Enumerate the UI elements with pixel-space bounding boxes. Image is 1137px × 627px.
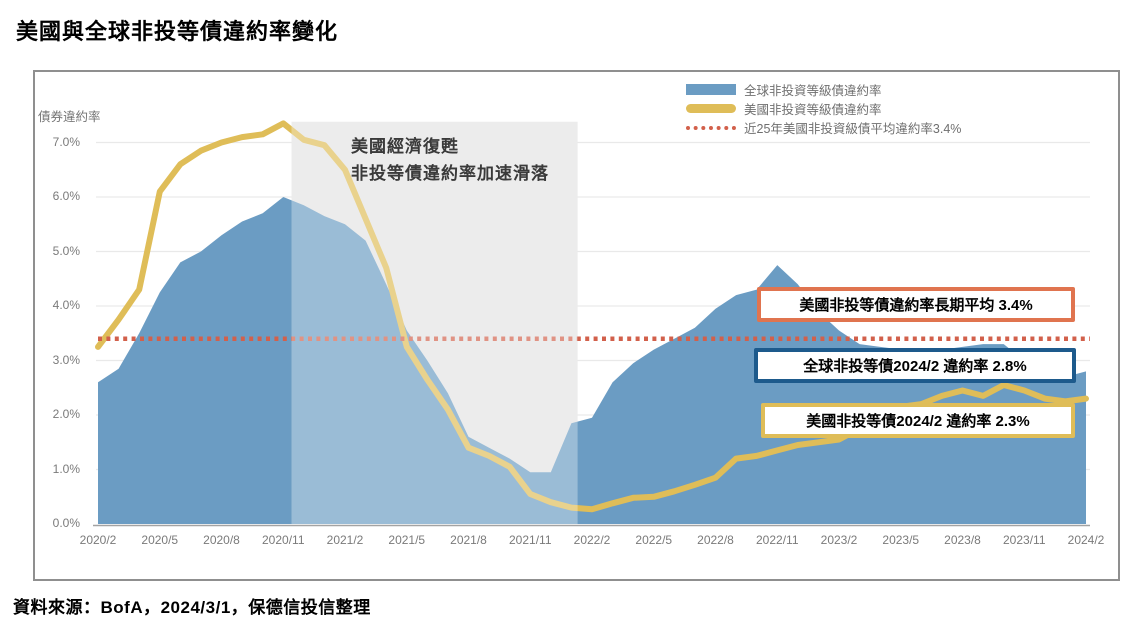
page-title: 美國與全球非投等債違約率變化: [16, 19, 339, 44]
y-tick-label: 1.0%: [52, 461, 80, 476]
legend: 全球非投資等級債違約率 美國非投資等級債違約率 近25年美國非投資級債平均違約率…: [686, 80, 961, 137]
annotation-line1: 美國經濟復甦: [351, 137, 459, 156]
y-tick-label: 7.0%: [52, 134, 80, 149]
callout-us-latest: 美國非投等債2024/2 違約率 2.3%: [761, 403, 1075, 438]
callout-longterm-average-text: 美國非投等債違約率長期平均 3.4%: [799, 297, 1033, 314]
y-tick-label: 4.0%: [52, 298, 80, 312]
x-tick-label: 2020/8: [203, 533, 240, 547]
legend-item-us: 美國非投資等級債違約率: [686, 99, 961, 118]
x-tick-label: 2023/11: [1003, 533, 1046, 547]
callout-longterm-average: 美國非投等債違約率長期平均 3.4%: [757, 287, 1075, 322]
x-tick-label: 2022/5: [635, 533, 673, 547]
legend-item-global: 全球非投資等級債違約率: [686, 80, 961, 99]
x-tick-label: 2021/11: [509, 533, 552, 547]
y-tick-label: 2.0%: [52, 407, 80, 421]
legend-label-us: 美國非投資等級債違約率: [744, 103, 882, 117]
x-tick-label: 2022/2: [573, 533, 611, 547]
x-tick-label: 2022/11: [756, 533, 799, 547]
y-tick-label: 0.0%: [52, 516, 80, 530]
x-tick-label: 2021/5: [388, 533, 426, 547]
annotation-line2: 非投等債違約率加速滑落: [351, 164, 549, 183]
y-tick-label: 3.0%: [52, 352, 80, 367]
x-tick-label: 2021/8: [450, 533, 487, 547]
callout-global-latest-text: 全球非投等債2024/2 違約率 2.8%: [803, 358, 1027, 375]
legend-swatch-line-icon: [686, 104, 736, 113]
legend-label-global: 全球非投資等級債違約率: [744, 84, 882, 98]
x-tick-label: 2024/2: [1067, 533, 1105, 547]
callout-global-latest: 全球非投等債2024/2 違約率 2.8%: [754, 348, 1076, 383]
x-tick-label: 2023/8: [944, 533, 981, 547]
legend-item-average: 近25年美國非投資級債平均違約率3.4%: [686, 118, 961, 137]
legend-label-average: 近25年美國非投資級債平均違約率3.4%: [744, 122, 962, 136]
source-note: 資料來源：BofA，2024/3/1，保德信投信整理: [13, 598, 371, 617]
y-tick-label: 6.0%: [52, 189, 80, 203]
x-tick-label: 2020/2: [79, 533, 117, 547]
y-axis-title: 債券違約率: [38, 110, 101, 124]
x-tick-label: 2020/5: [141, 533, 179, 547]
x-tick-label: 2023/2: [820, 533, 858, 547]
legend-swatch-dotted-icon: [686, 125, 736, 130]
x-tick-label: 2020/11: [262, 533, 305, 547]
x-tick-label: 2021/2: [326, 533, 364, 547]
x-tick-label: 2022/8: [697, 533, 734, 547]
y-tick-label: 5.0%: [52, 243, 80, 258]
x-tick-label: 2023/5: [882, 533, 920, 547]
annotation-recovery: 美國經濟復甦 非投等債違約率加速滑落: [351, 133, 549, 187]
callout-us-latest-text: 美國非投等債2024/2 違約率 2.3%: [806, 413, 1030, 430]
legend-swatch-area-icon: [686, 84, 736, 95]
